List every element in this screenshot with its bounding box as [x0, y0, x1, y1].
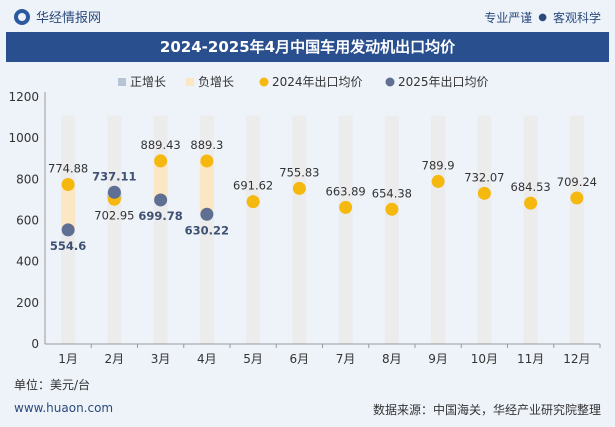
label-2024: 654.38: [372, 186, 412, 200]
y-tick-label: 600: [16, 214, 39, 228]
legend-swatch-3: [385, 77, 395, 87]
label-2024: 774.88: [48, 162, 88, 176]
legend: 正增长 负增长 2024年出口均价 2025年出口均价: [118, 75, 489, 89]
brand: 华经情报网: [14, 7, 101, 26]
point-2024: [570, 191, 584, 205]
y-axis: 0 200 400 600 800 1000 1200: [8, 90, 46, 351]
tagline-right: 客观科学: [552, 11, 601, 25]
column-bg: [384, 115, 399, 345]
column-bg: [431, 115, 446, 345]
data-labels: 774.88 702.95 889.43 889.3 691.62 755.83 663.8…: [48, 138, 597, 253]
tagline: 专业严谨 ● 客观科学: [484, 9, 601, 26]
column-bg: [246, 115, 261, 345]
label-2025: 699.78: [138, 209, 182, 223]
legend-label-1: 负增长: [198, 75, 234, 89]
label-2025: 630.22: [185, 223, 229, 237]
x-tick-label: 6月: [290, 352, 310, 366]
top-bar: 华经情报网 专业严谨 ● 客观科学: [0, 0, 615, 32]
column-bg: [523, 115, 538, 345]
label-2024: 755.83: [279, 165, 319, 179]
column-bg: [477, 115, 492, 345]
point-2025: [61, 223, 75, 237]
label-2025: 554.6: [50, 239, 86, 253]
y-tick-label: 800: [16, 172, 39, 186]
column-bg: [569, 115, 584, 345]
point-2024: [292, 181, 306, 195]
chart: 正增长 负增长 2024年出口均价 2025年出口均价 0 200 400 600 800 10…: [8, 75, 601, 366]
label-2025: 737.11: [92, 169, 136, 183]
x-tick-label: 11月: [517, 352, 544, 366]
point-2024: [246, 195, 260, 209]
point-2024: [154, 154, 168, 168]
label-2024: 709.24: [557, 175, 597, 189]
y-tick-label: 400: [16, 255, 39, 269]
legend-swatch-1: [186, 78, 194, 86]
legend-label-0: 正增长: [130, 75, 166, 89]
x-tick-label: 9月: [428, 352, 448, 366]
brand-name: 华经情报网: [36, 11, 102, 26]
chart-columns: [61, 115, 584, 345]
label-2024: 732.07: [464, 170, 504, 184]
tagline-separator: ●: [538, 12, 547, 23]
point-2024: [524, 196, 538, 210]
x-tick-label: 2月: [105, 352, 125, 366]
y-tick-label: 0: [31, 337, 39, 351]
point-2025: [154, 193, 168, 207]
legend-swatch-2: [259, 77, 269, 87]
footer: www.huaon.com 数据来源：中国海关，华经产业研究院整理: [0, 392, 615, 427]
change-bar: [153, 160, 168, 200]
x-tick-label: 12月: [563, 352, 590, 366]
column-bg: [292, 115, 307, 345]
unit-label: 单位：美元/台: [14, 378, 91, 392]
point-2024: [477, 186, 491, 200]
footer-source: 数据来源：中国海关，华经产业研究院整理: [372, 403, 601, 417]
x-axis: 1月 2月 3月 4月 5月 6月 7月 8月 9月 10月 11月 12月: [45, 343, 601, 366]
label-2024: 702.95: [94, 208, 134, 222]
column-bg: [338, 115, 353, 345]
label-2024: 691.62: [233, 179, 273, 193]
point-2024: [339, 200, 353, 214]
x-tick-label: 3月: [151, 352, 171, 366]
legend-swatch-0: [118, 78, 126, 86]
label-2024: 684.53: [511, 180, 551, 194]
point-2025: [107, 185, 121, 199]
point-2024: [200, 154, 214, 168]
label-2024: 789.9: [422, 158, 455, 172]
y-tick-label: 1200: [8, 90, 39, 104]
point-2025: [200, 207, 214, 221]
tagline-left: 专业严谨: [484, 11, 533, 25]
x-tick-label: 4月: [197, 352, 217, 366]
legend-label-3: 2025年出口均价: [398, 75, 489, 89]
point-2024: [385, 202, 399, 216]
label-2024: 889.43: [141, 138, 181, 152]
point-2024: [431, 174, 445, 188]
brand-logo-icon: [14, 8, 30, 25]
column-bg: [107, 115, 122, 345]
change-bar: [61, 184, 76, 230]
x-tick-label: 8月: [382, 352, 402, 366]
y-tick-label: 1000: [8, 131, 39, 145]
label-2024: 663.89: [326, 184, 366, 198]
change-bar: [199, 160, 214, 215]
chart-title: 2024-2025年4月中国车用发动机出口均价: [6, 32, 609, 62]
data-points: [61, 154, 584, 237]
footer-website: www.huaon.com: [14, 401, 114, 415]
x-tick-label: 1月: [58, 352, 78, 366]
y-tick-label: 200: [16, 296, 39, 310]
legend-label-2: 2024年出口均价: [272, 75, 363, 89]
x-tick-label: 10月: [471, 352, 498, 366]
x-tick-label: 7月: [336, 352, 356, 366]
label-2024: 889.3: [190, 138, 223, 152]
point-2024: [61, 178, 75, 192]
x-tick-label: 5月: [243, 352, 263, 366]
